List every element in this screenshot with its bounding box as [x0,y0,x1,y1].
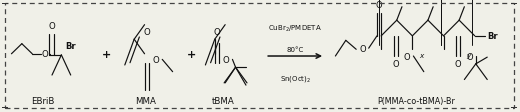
Text: EBriB: EBriB [32,96,55,105]
Bar [511,4,517,5]
Text: O: O [359,44,366,53]
Text: MMA: MMA [135,96,156,105]
Text: O: O [214,28,220,37]
Text: x: x [420,52,424,58]
Text: +: + [102,49,111,59]
Text: O: O [376,1,382,10]
Text: y: y [466,52,471,58]
Text: tBMA: tBMA [212,96,235,105]
Text: O: O [153,55,159,64]
Text: O: O [404,52,410,61]
Bar [2,4,8,5]
Text: O: O [42,49,48,58]
Text: O: O [48,22,55,31]
Text: +: + [187,49,196,59]
Text: P(MMA-co-tBMA)-Br: P(MMA-co-tBMA)-Br [377,96,455,105]
Text: O: O [466,52,473,61]
Text: O: O [393,60,399,69]
Text: 80°C: 80°C [287,47,304,53]
Text: O: O [223,55,229,64]
Text: Br: Br [66,42,76,51]
Text: O: O [144,28,150,37]
Text: CuBr$_2$/PMDETA: CuBr$_2$/PMDETA [268,24,322,34]
Text: Br: Br [488,31,498,40]
Bar [2,107,8,108]
Text: O: O [455,60,461,69]
Bar [511,107,517,108]
Text: Sn(Oct)$_2$: Sn(Oct)$_2$ [280,74,311,84]
